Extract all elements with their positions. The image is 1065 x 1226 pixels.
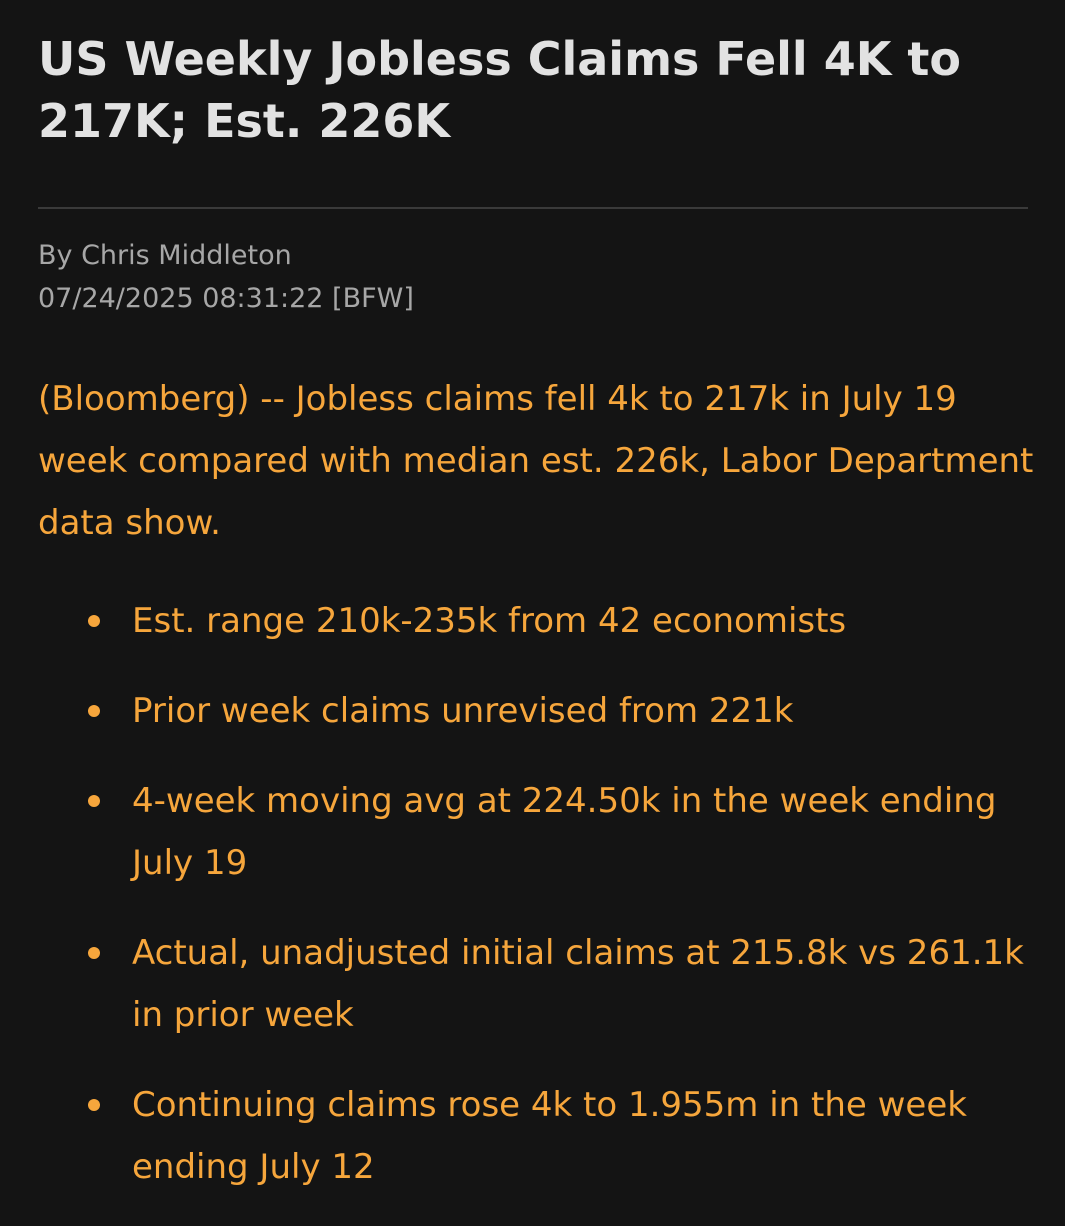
bullet-dot-icon [88,615,100,627]
bullet-text: Continuing claims rose 4k to 1.955m in t… [132,1085,967,1187]
bullet-item: Actual, unadjusted initial claims at 215… [0,922,1042,1046]
article-headline: US Weekly Jobless Claims Fell 4K to 217K… [38,32,961,148]
article-bullet-list: Est. range 210k-235k from 42 economists … [0,590,1065,1226]
bullet-item: Continuing claims rose 4k to 1.955m in t… [0,1074,1042,1198]
bullet-item: Prior week claims unrevised from 221k [0,680,1042,742]
bullet-text: Est. range 210k-235k from 42 economists [132,601,847,641]
news-article: US Weekly Jobless Claims Fell 4K to 217K… [38,32,1034,1187]
article-lead-paragraph: (Bloomberg) -- Jobless claims fell 4k to… [38,379,1034,543]
header-divider [38,207,1028,209]
bullet-dot-icon [88,795,100,807]
bullet-item: Est. range 210k-235k from 42 economists [0,590,1042,652]
bullet-text: Actual, unadjusted initial claims at 215… [132,933,1024,1035]
bullet-dot-icon [88,947,100,959]
bullet-dot-icon [88,705,100,717]
bullet-text: 4-week moving avg at 224.50k in the week… [132,781,997,883]
article-dateline: 07/24/2025 08:31:22 [BFW] [38,283,414,314]
bullet-text: Prior week claims unrevised from 221k [132,691,794,731]
article-byline: By Chris Middleton [38,240,292,271]
bullet-item: 4-week moving avg at 224.50k in the week… [0,770,1042,894]
bullet-dot-icon [88,1099,100,1111]
